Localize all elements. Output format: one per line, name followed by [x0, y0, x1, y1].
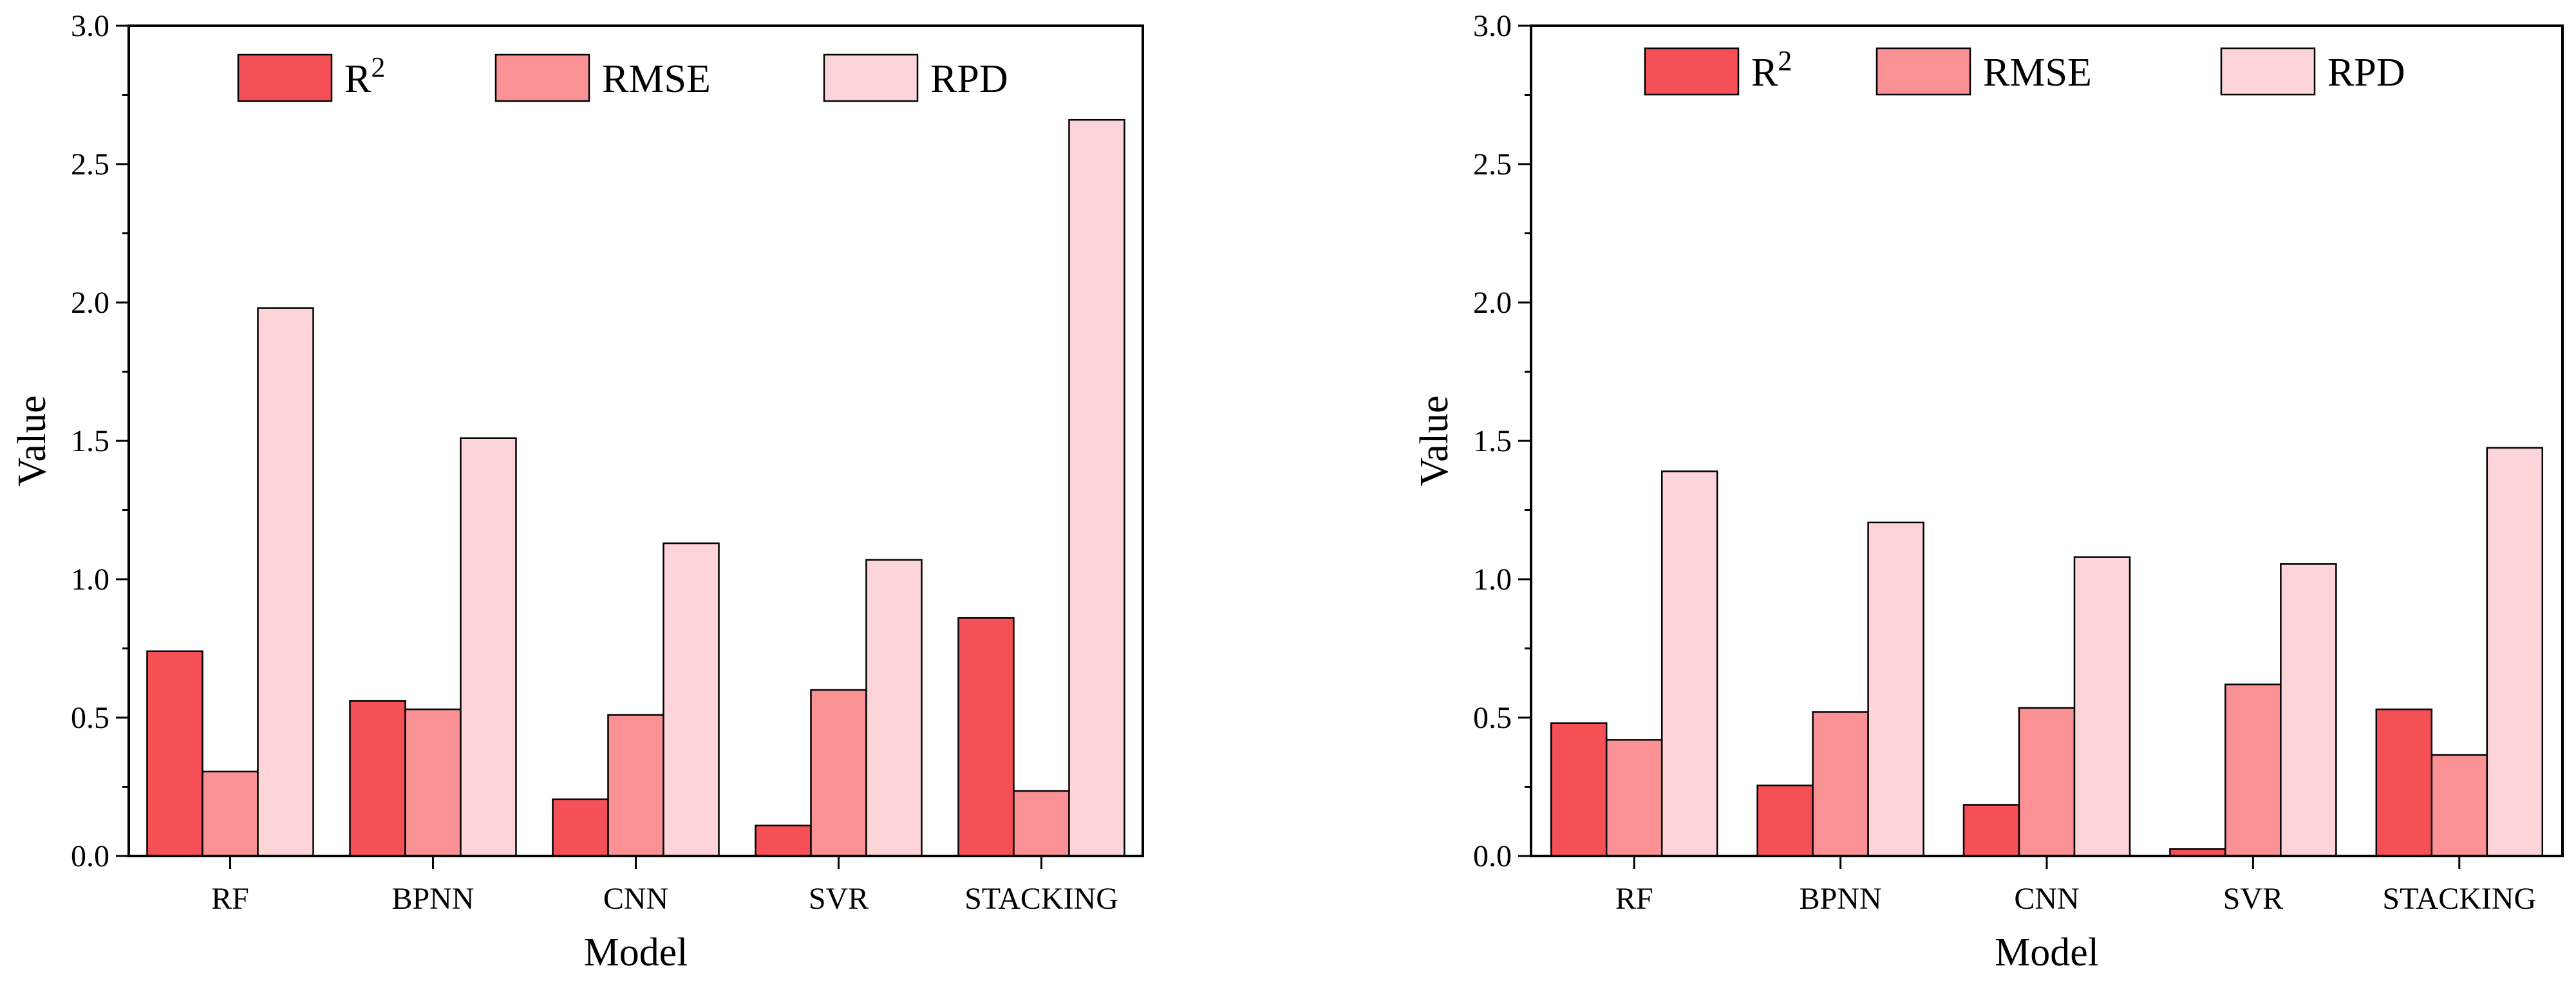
- bar-rpd-stacking: [1068, 118, 1125, 857]
- bar-rpd-rf: [257, 307, 314, 857]
- legend-label-superscript: 2: [1778, 45, 1792, 77]
- y-tick-label: 1.0: [1473, 563, 1512, 597]
- x-tick-label: SVR: [809, 882, 869, 916]
- legend-swatch-rmse: [494, 53, 590, 102]
- bar-rpd-cnn: [2073, 556, 2131, 857]
- y-axis-title: Value: [1413, 395, 1456, 486]
- x-tick-label: RF: [1615, 882, 1653, 916]
- y-tick-label: 0.5: [71, 701, 109, 735]
- bar-r-cnn: [1962, 804, 2020, 857]
- plot-frame: [1530, 24, 2564, 857]
- y-tick-label: 1.5: [71, 424, 109, 458]
- bar-rmse-bpnn: [1812, 711, 1869, 857]
- y-tick-label: 2.0: [71, 286, 109, 320]
- bar-rmse-cnn: [607, 714, 664, 857]
- y-tick-label: 0.0: [1473, 839, 1512, 873]
- x-tick-label: BPNN: [391, 882, 474, 916]
- bar-rmse-rf: [1605, 739, 1663, 857]
- bar-rmse-svr: [2224, 684, 2282, 857]
- bar-r-cnn: [552, 798, 609, 857]
- bar-rpd-svr: [865, 559, 923, 857]
- bar-rmse-stacking: [1013, 790, 1070, 857]
- y-tick-label: 2.5: [71, 147, 109, 181]
- x-axis-title: Model: [1995, 931, 2099, 974]
- x-tick-label: RF: [211, 882, 249, 916]
- legend-label-rmse: RMSE: [1983, 51, 2092, 95]
- legend-swatch-r: [237, 53, 333, 102]
- legend-swatch-rmse: [1876, 47, 1971, 96]
- chart-left: 0.0 0.5 1.0 1.5 2.0 2.5 3.0 RF BPNN CNN SVR STACKIN…: [10, 9, 1144, 974]
- bar-rpd-bpnn: [460, 437, 517, 857]
- x-tick-label: BPNN: [1800, 882, 1882, 916]
- bar-r-rf: [146, 650, 203, 857]
- bar-rpd-stacking: [2486, 447, 2544, 857]
- legend-swatch-rpd: [823, 53, 919, 102]
- x-tick-label: CNN: [603, 882, 668, 916]
- y-axis-title: Value: [10, 395, 54, 486]
- legend-label-rpd: RPD: [930, 57, 1008, 101]
- legend-label-text: RMSE: [1983, 51, 2092, 95]
- x-axis-title: Model: [584, 931, 688, 974]
- legend-label-r: R2: [344, 51, 385, 101]
- legend-label-rmse: RMSE: [602, 57, 711, 101]
- legend-label-text: R: [1751, 51, 1778, 95]
- y-tick-label: 3.0: [71, 9, 109, 43]
- legend-label-text: RPD: [930, 57, 1008, 101]
- plot-frame: [127, 24, 1144, 857]
- y-tick-label: 2.5: [1473, 147, 1512, 181]
- bar-r-stacking: [2375, 708, 2433, 857]
- bar-rmse-rf: [202, 770, 259, 857]
- bar-rpd-rf: [1660, 470, 1718, 857]
- y-tick-label: 0.0: [71, 839, 109, 873]
- legend-swatch-r: [1644, 47, 1740, 96]
- bar-rmse-stacking: [2430, 754, 2488, 857]
- bar-r-bpnn: [1756, 785, 1814, 857]
- legend-label-rpd: RPD: [2327, 51, 2405, 95]
- legend-label-text: R: [344, 57, 371, 101]
- bar-r-stacking: [957, 617, 1015, 857]
- bar-rpd-bpnn: [1867, 521, 1924, 857]
- legend-label-text: RPD: [2327, 51, 2405, 95]
- legend-swatch-rpd: [2220, 47, 2316, 96]
- y-tick-label: 1.0: [71, 563, 109, 597]
- x-tick-label: CNN: [2014, 882, 2079, 916]
- y-tick-label: 2.0: [1473, 286, 1512, 320]
- legend-label-r: R2: [1751, 45, 1792, 95]
- bar-rpd-svr: [2280, 563, 2337, 857]
- chart-right: 0.0 0.5 1.0 1.5 2.0 2.5 3.0 RF BPNN CNN SVR STACKIN…: [1413, 9, 2564, 974]
- bar-rmse-cnn: [2018, 707, 2076, 857]
- bar-rmse-svr: [810, 689, 867, 857]
- y-tick-label: 1.5: [1473, 424, 1512, 458]
- bar-rmse-bpnn: [404, 708, 462, 857]
- y-tick-label: 0.5: [1473, 701, 1512, 735]
- bar-r-bpnn: [349, 700, 406, 857]
- x-tick-label: SVR: [2223, 882, 2283, 916]
- bar-r-svr: [755, 824, 812, 857]
- y-tick-label: 3.0: [1473, 9, 1512, 43]
- bar-r-rf: [1550, 722, 1608, 857]
- legend-label-text: RMSE: [602, 57, 711, 101]
- legend-label-superscript: 2: [371, 51, 385, 83]
- x-tick-label: STACKING: [964, 882, 1118, 916]
- x-tick-label: STACKING: [2382, 882, 2536, 916]
- bar-rpd-cnn: [663, 542, 720, 857]
